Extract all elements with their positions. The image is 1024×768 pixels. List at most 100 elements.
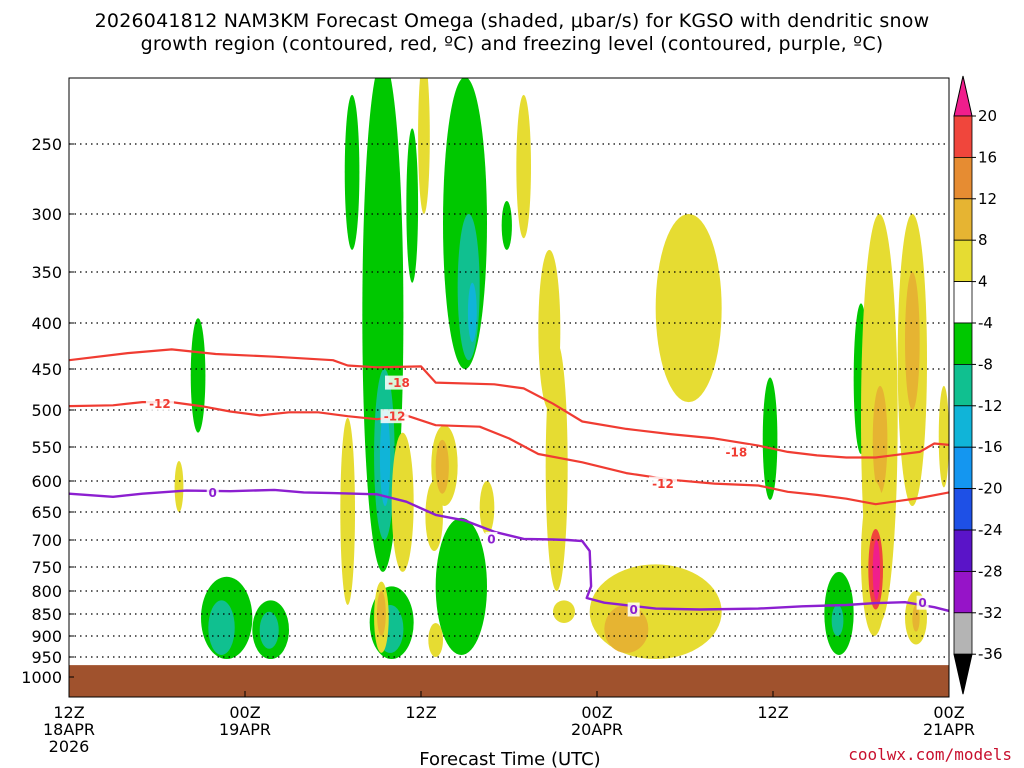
colorbar-bottom-arrow <box>953 653 973 695</box>
y-tick-label: 550 <box>31 438 62 457</box>
contour-label: 0 <box>918 596 926 610</box>
x-tick-label: 18APR <box>43 720 95 739</box>
x-tick-label: 12Z <box>53 703 84 722</box>
contour-label-bg <box>385 375 413 390</box>
contour-label: -12 <box>384 410 406 424</box>
x-axis-title: Forecast Time (UTC) <box>419 749 600 768</box>
colorbar-swatch <box>953 363 973 407</box>
x-tick-label: 20APR <box>571 720 623 739</box>
contour-label: -18 <box>388 376 410 390</box>
y-axis: 250 300 350 400 450 500 550 600 650 700 750 800 850 9… <box>21 135 74 687</box>
colorbar-top-arrow <box>953 75 973 117</box>
contour-labels: -12 -18 -12 -18 -12 0 0 0 0 <box>145 375 929 617</box>
omega-region <box>457 214 480 361</box>
contour-label-bg <box>916 595 929 610</box>
site-credit: coolwx.com/models <box>848 745 1012 764</box>
y-tick-label: 850 <box>31 605 62 624</box>
colorbar-swatch <box>953 571 973 614</box>
omega-region <box>391 432 414 572</box>
contour-label-bg <box>145 396 174 411</box>
colorbar-swatch <box>953 281 973 324</box>
contour-label: -12 <box>149 397 171 411</box>
omega-region <box>905 272 920 410</box>
ground-surface <box>69 665 949 697</box>
omega-region <box>377 591 386 636</box>
contour-label: 0 <box>487 532 495 546</box>
colorbar-label: -20 <box>978 480 1003 498</box>
omega-region <box>340 417 355 605</box>
omega-region <box>190 318 206 433</box>
omega-region <box>589 564 722 660</box>
y-tick-label: 450 <box>31 360 62 379</box>
colorbar-swatch <box>953 115 973 158</box>
contour-label: -12 <box>652 477 674 491</box>
colorbar-swatch <box>953 239 973 282</box>
contour-label-bg <box>722 444 751 459</box>
omega-shading <box>174 78 949 660</box>
colorbar-swatch <box>953 612 973 655</box>
colorbar-label: -36 <box>978 645 1003 663</box>
colorbar-label: 4 <box>978 273 988 291</box>
contour-label-bg <box>485 531 498 546</box>
dgz-minus18-contour <box>69 348 949 459</box>
colorbar-swatch <box>953 198 973 241</box>
x-tick-label: 2026 <box>49 737 90 756</box>
omega-region <box>553 600 575 623</box>
y-tick-label: 400 <box>31 314 62 333</box>
contour-label: 0 <box>629 603 637 617</box>
plot-frame <box>68 77 950 698</box>
colorbar-label: 8 <box>978 231 988 249</box>
y-tick-label: 250 <box>31 135 62 154</box>
y-tick-label: 650 <box>31 503 62 522</box>
omega-region <box>516 94 532 239</box>
y-tick-label: 700 <box>31 531 62 550</box>
colorbar-swatch <box>953 322 973 365</box>
contour-label-bg <box>649 476 677 491</box>
colorbar-swatch <box>953 488 973 531</box>
contour-label: -18 <box>725 445 747 459</box>
x-tick-label: 12Z <box>757 703 788 722</box>
contour-label-bg <box>380 409 409 424</box>
omega-region <box>762 377 778 500</box>
colorbar-legend: 20 16 12 8 4 -4 -8 -12 -16 -20 -24 -28 -32 -36 <box>953 75 1003 695</box>
omega-region <box>379 410 391 506</box>
omega-region <box>479 481 495 535</box>
x-tick-label: 12Z <box>405 703 436 722</box>
y-tick-label: 1000 <box>21 668 62 687</box>
omega-region <box>344 94 360 250</box>
omega-region <box>872 540 881 601</box>
contour-label: 0 <box>209 486 217 500</box>
dgz-minus12-contour <box>69 401 949 506</box>
x-tick-label: 00Z <box>229 703 260 722</box>
omega-region <box>604 604 649 653</box>
contour-lines <box>69 348 949 613</box>
omega-region <box>435 517 488 655</box>
omega-region <box>912 604 920 632</box>
colorbar-label: 20 <box>978 107 997 125</box>
x-tick-label: 00Z <box>581 703 612 722</box>
colorbar-label: -32 <box>978 604 1003 622</box>
omega-region <box>831 604 844 637</box>
y-tick-label: 750 <box>31 558 62 577</box>
omega-region <box>428 622 443 657</box>
colorbar-swatch <box>953 405 973 448</box>
omega-region <box>208 600 235 655</box>
y-tick-label: 600 <box>31 472 62 491</box>
x-tick-label: 00Z <box>933 703 964 722</box>
omega-region <box>418 78 430 214</box>
colorbar-label: -12 <box>978 397 1003 415</box>
omega-region <box>406 128 419 283</box>
y-tick-label: 800 <box>31 582 62 601</box>
omega-region <box>501 200 512 250</box>
y-tick-label: 500 <box>31 401 62 420</box>
omega-region <box>467 282 477 343</box>
y-tick-label: 350 <box>31 263 62 282</box>
omega-region <box>174 460 184 512</box>
colorbar-swatch <box>953 529 973 572</box>
contour-label-bg <box>627 602 640 617</box>
colorbar-label: -24 <box>978 521 1003 539</box>
colorbar-label: -16 <box>978 438 1003 456</box>
contour-label-bg <box>206 485 219 500</box>
